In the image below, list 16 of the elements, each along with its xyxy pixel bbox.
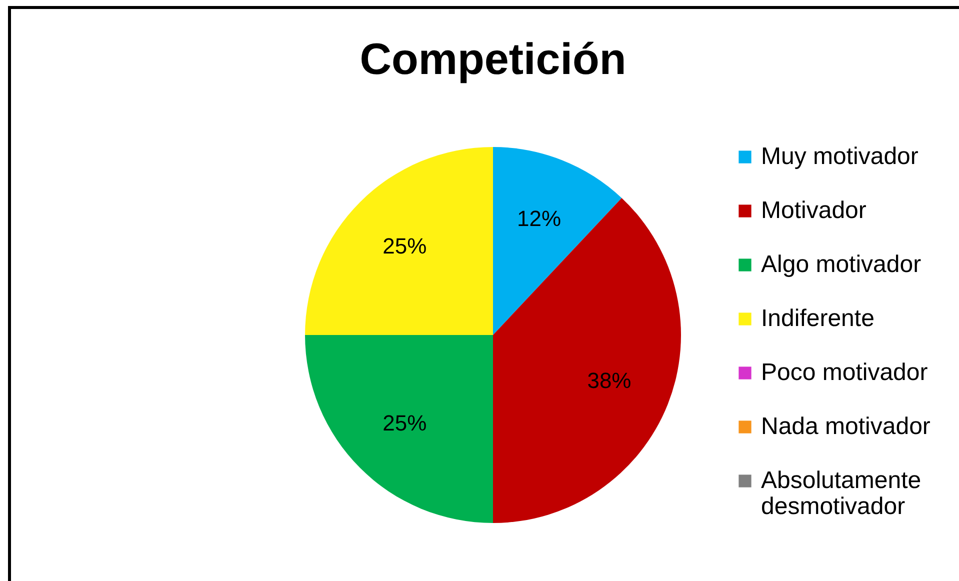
- legend-label: Indiferente: [761, 305, 874, 332]
- pie-slice: [305, 147, 493, 335]
- data-label: 25%: [382, 234, 427, 259]
- pie-slice: [493, 198, 681, 523]
- legend-label: Muy motivador: [761, 143, 918, 170]
- legend-label: Absolutamente desmotivador: [761, 467, 922, 520]
- pie-slice: [305, 335, 493, 523]
- chart-title: Competición: [360, 35, 626, 84]
- legend-label: Algo motivador: [761, 251, 922, 278]
- data-label: 38%: [587, 368, 632, 394]
- legend-label: Motivador: [761, 197, 866, 224]
- pie-slice: [493, 147, 622, 335]
- legend-label: Nada motivador: [761, 413, 930, 440]
- data-label: 12%: [516, 206, 562, 231]
- data-label: 25%: [382, 410, 427, 436]
- legend-label: Poco motivador: [761, 359, 928, 386]
